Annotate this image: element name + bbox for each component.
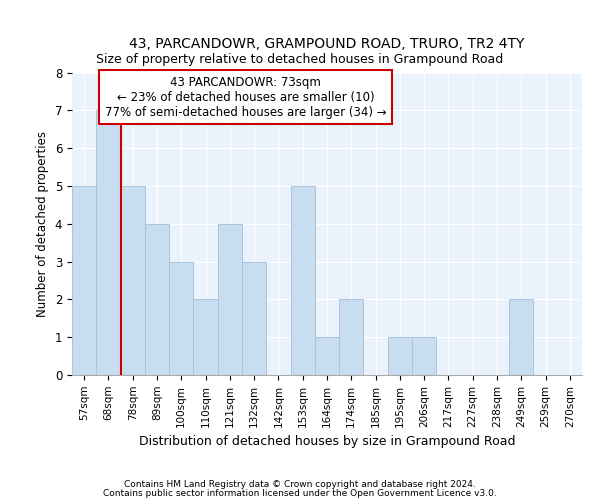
Bar bbox=[96, 110, 121, 375]
Bar bbox=[72, 186, 96, 375]
Bar bbox=[145, 224, 169, 375]
Bar bbox=[242, 262, 266, 375]
Bar bbox=[290, 186, 315, 375]
Bar bbox=[218, 224, 242, 375]
X-axis label: Distribution of detached houses by size in Grampound Road: Distribution of detached houses by size … bbox=[139, 435, 515, 448]
Title: 43, PARCANDOWR, GRAMPOUND ROAD, TRURO, TR2 4TY: 43, PARCANDOWR, GRAMPOUND ROAD, TRURO, T… bbox=[130, 36, 524, 51]
Bar bbox=[509, 300, 533, 375]
Bar bbox=[193, 300, 218, 375]
Bar bbox=[121, 186, 145, 375]
Text: Contains HM Land Registry data © Crown copyright and database right 2024.: Contains HM Land Registry data © Crown c… bbox=[124, 480, 476, 489]
Y-axis label: Number of detached properties: Number of detached properties bbox=[36, 130, 49, 317]
Bar bbox=[169, 262, 193, 375]
Text: 43 PARCANDOWR: 73sqm
← 23% of detached houses are smaller (10)
77% of semi-detac: 43 PARCANDOWR: 73sqm ← 23% of detached h… bbox=[104, 76, 386, 118]
Text: Size of property relative to detached houses in Grampound Road: Size of property relative to detached ho… bbox=[97, 52, 503, 66]
Bar bbox=[412, 337, 436, 375]
Bar bbox=[388, 337, 412, 375]
Text: Contains public sector information licensed under the Open Government Licence v3: Contains public sector information licen… bbox=[103, 488, 497, 498]
Bar bbox=[315, 337, 339, 375]
Bar bbox=[339, 300, 364, 375]
